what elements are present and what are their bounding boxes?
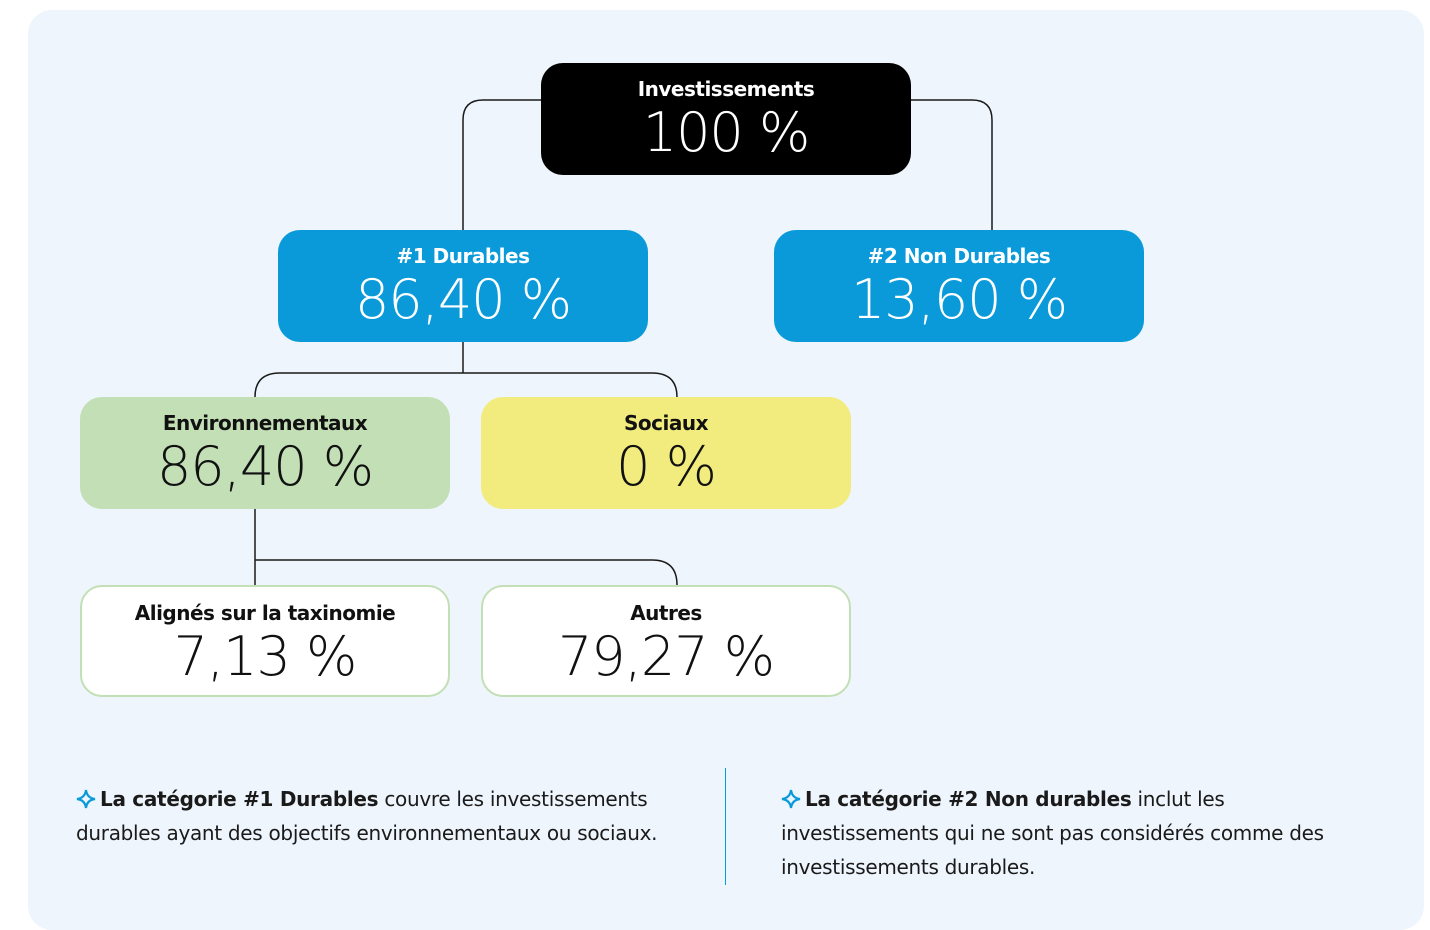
note-text: inclut les investissements qui ne sont p… bbox=[781, 787, 1324, 879]
node-box: Sociaux 0 % bbox=[481, 397, 851, 509]
note-bold: La catégorie #1 Durables bbox=[100, 787, 379, 811]
node-value: 79,27 % bbox=[557, 625, 775, 688]
node-value: 86,40 % bbox=[156, 435, 374, 498]
node-label: #1 Durables bbox=[396, 244, 530, 268]
connector bbox=[255, 559, 678, 586]
star-icon bbox=[781, 789, 801, 809]
node-label: Autres bbox=[630, 601, 702, 625]
node-box: #1 Durables 86,40 % bbox=[278, 230, 648, 342]
connector bbox=[254, 372, 678, 398]
node-value: 13,60 % bbox=[850, 268, 1068, 331]
node-box: Alignés sur la taxinomie 7,13 % bbox=[80, 585, 450, 697]
node-box: Environnementaux 86,40 % bbox=[80, 397, 450, 509]
node-box: Autres 79,27 % bbox=[481, 585, 851, 697]
node-label: #2 Non Durables bbox=[867, 244, 1051, 268]
connector bbox=[910, 99, 993, 230]
star-icon bbox=[76, 789, 96, 809]
note-bold: La catégorie #2 Non durables bbox=[805, 787, 1132, 811]
node-label: Environnementaux bbox=[162, 411, 368, 435]
node-box: Investissements 100 % bbox=[541, 63, 911, 175]
node-label: Investissements bbox=[637, 77, 815, 101]
node-label: Sociaux bbox=[624, 411, 709, 435]
node-value: 7,13 % bbox=[173, 625, 358, 688]
note: La catégorie #2 Non durables inclut les … bbox=[781, 782, 1361, 884]
node-value: 0 % bbox=[616, 435, 717, 498]
note: La catégorie #1 Durables couvre les inve… bbox=[76, 782, 706, 850]
node-value: 86,40 % bbox=[354, 268, 572, 331]
node-label: Alignés sur la taxinomie bbox=[134, 601, 396, 625]
divider bbox=[725, 768, 726, 885]
node-box: #2 Non Durables 13,60 % bbox=[774, 230, 1144, 342]
connector bbox=[462, 99, 541, 230]
note-text: couvre les investissements durables ayan… bbox=[76, 787, 658, 845]
node-value: 100 % bbox=[642, 101, 811, 164]
